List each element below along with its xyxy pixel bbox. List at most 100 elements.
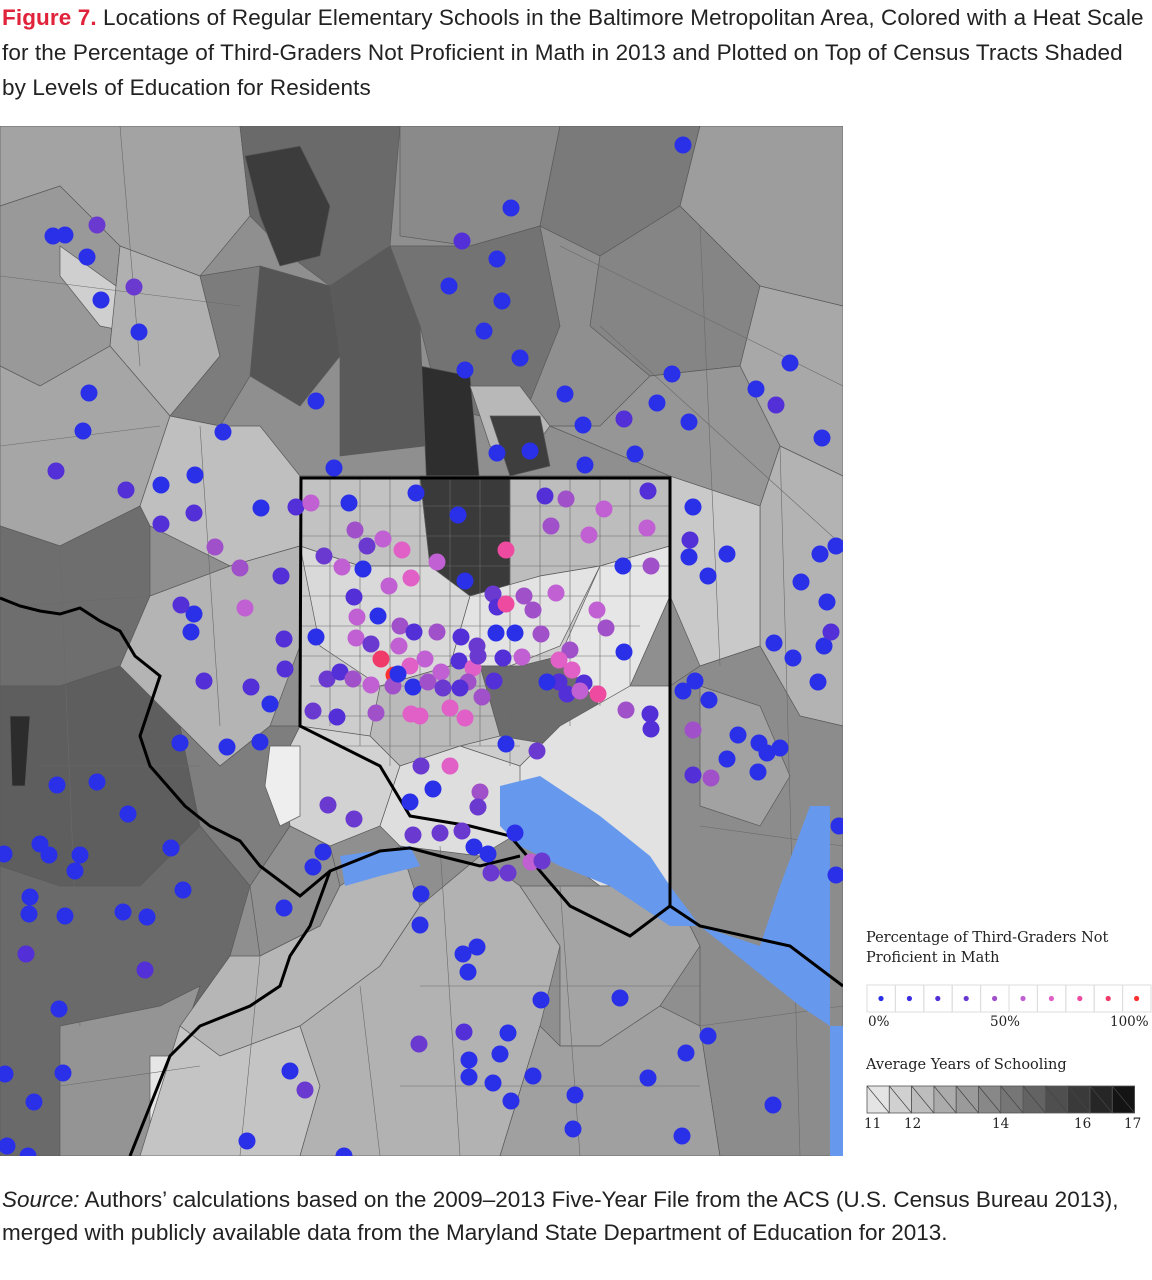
heat-swatch xyxy=(878,995,884,1002)
heat-swatch xyxy=(1105,995,1111,1002)
school-dot xyxy=(576,456,594,474)
school-dot xyxy=(491,1045,509,1063)
map xyxy=(0,126,843,1156)
school-dot xyxy=(469,798,487,816)
school-dot xyxy=(818,593,836,611)
school-dot xyxy=(296,1081,314,1099)
schooling-hatch xyxy=(1045,1085,1068,1114)
school-dot xyxy=(450,652,468,670)
school-dot xyxy=(521,442,539,460)
school-dot xyxy=(588,601,606,619)
school-dot xyxy=(764,1096,782,1114)
school-dot xyxy=(347,629,365,647)
water xyxy=(340,776,843,1156)
school-dot xyxy=(21,888,39,906)
school-dot xyxy=(345,588,363,606)
school-dot xyxy=(344,670,362,688)
school-dot xyxy=(499,1024,517,1042)
school-dot xyxy=(251,733,269,751)
school-dot xyxy=(440,277,458,295)
school-dot xyxy=(566,1086,584,1104)
school-dot xyxy=(767,396,785,414)
school-dot xyxy=(718,545,736,563)
heat-tick-100: 100% xyxy=(1110,1014,1149,1030)
school-dot xyxy=(502,199,520,217)
heat-swatch xyxy=(1077,995,1083,1002)
school-dot xyxy=(281,1062,299,1080)
school-dot xyxy=(615,643,633,661)
school-dot xyxy=(47,462,65,480)
school-dot xyxy=(475,322,493,340)
school-dot xyxy=(325,459,343,477)
school-dot xyxy=(412,885,430,903)
school-dot xyxy=(449,506,467,524)
schooling-tick-16: 16 xyxy=(1074,1116,1092,1132)
school-dot xyxy=(20,905,38,923)
school-dot xyxy=(412,757,430,775)
school-dot xyxy=(136,961,154,979)
heat-cell xyxy=(1122,984,1152,1013)
school-dot xyxy=(451,679,469,697)
school-dot xyxy=(152,515,170,533)
school-dot xyxy=(441,757,459,775)
school-dot xyxy=(434,679,452,697)
school-dot xyxy=(333,558,351,576)
school-dot xyxy=(372,650,390,668)
school-dot xyxy=(391,617,409,635)
school-dot xyxy=(454,945,472,963)
school-dot xyxy=(556,385,574,403)
school-dot xyxy=(367,704,385,722)
school-dot xyxy=(639,482,657,500)
school-dot xyxy=(402,569,420,587)
school-dot xyxy=(238,1132,256,1150)
school-dot xyxy=(80,384,98,402)
school-dot xyxy=(673,1127,691,1145)
school-dot xyxy=(515,587,533,605)
school-dot xyxy=(214,423,232,441)
school-dot xyxy=(56,226,74,244)
schooling-scale xyxy=(866,1085,1136,1114)
school-dot xyxy=(172,596,190,614)
school-dot xyxy=(765,634,783,652)
school-dot xyxy=(533,852,551,870)
school-dot xyxy=(506,624,524,642)
school-dot xyxy=(428,623,446,641)
school-dot xyxy=(114,903,132,921)
school-dot xyxy=(304,858,322,876)
schooling-hatch xyxy=(978,1085,1002,1114)
school-dot xyxy=(362,635,380,653)
schooling-hatch xyxy=(1000,1085,1024,1114)
school-dot xyxy=(88,216,106,234)
school-dot xyxy=(252,499,270,517)
school-dot xyxy=(186,466,204,484)
school-dot xyxy=(511,349,529,367)
school-dot xyxy=(469,647,487,665)
school-dot xyxy=(380,577,398,595)
school-dot xyxy=(830,817,843,835)
school-dot xyxy=(261,695,279,713)
school-dot xyxy=(314,843,332,861)
school-dot xyxy=(174,881,192,899)
school-dot xyxy=(638,519,656,537)
school-dot xyxy=(393,541,411,559)
school-dot xyxy=(275,630,293,648)
heat-swatch xyxy=(1020,995,1026,1002)
school-dot xyxy=(680,548,698,566)
school-dot xyxy=(162,839,180,857)
county-boundary-east xyxy=(669,904,843,988)
school-dot xyxy=(771,739,789,757)
school-dot xyxy=(747,380,765,398)
schooling-hatch xyxy=(955,1085,979,1114)
school-dot xyxy=(468,938,486,956)
school-dot xyxy=(242,678,260,696)
school-dot xyxy=(441,699,459,717)
school-dot xyxy=(574,416,592,434)
schooling-hatch xyxy=(1067,1085,1091,1114)
school-dot xyxy=(404,678,422,696)
school-dot xyxy=(729,726,747,744)
school-dot xyxy=(340,494,358,512)
legend: Percentage of Third-Graders Not Proficie… xyxy=(864,928,1152,1138)
school-dot xyxy=(524,1067,542,1085)
school-dot xyxy=(538,673,556,691)
schooling-tick-14: 14 xyxy=(992,1116,1010,1132)
